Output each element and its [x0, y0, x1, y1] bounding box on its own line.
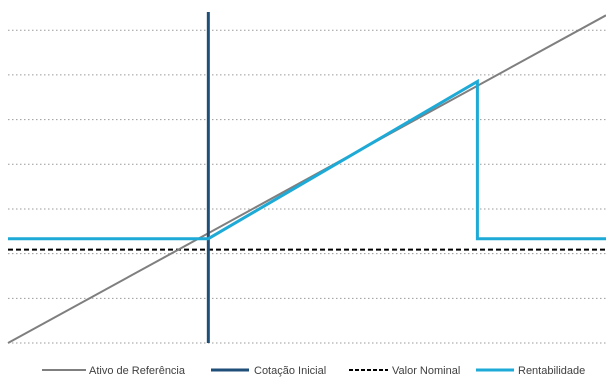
legend-label-valor-nominal: Valor Nominal	[392, 365, 460, 377]
series-ativo-referencia-line	[7, 14, 606, 344]
legend: Ativo de Referência Cotação Inicial Valor …	[42, 365, 585, 377]
legend-label-rentabilidade: Rentabilidade	[518, 365, 585, 377]
legend-label-cotacao-inicial: Cotação Inicial	[254, 365, 326, 377]
series-layer	[7, 12, 606, 344]
legend-label-ativo-de-referencia: Ativo de Referência	[89, 365, 186, 377]
series-rentabilidade-line	[8, 78, 606, 241]
gridlines	[8, 29, 606, 344]
